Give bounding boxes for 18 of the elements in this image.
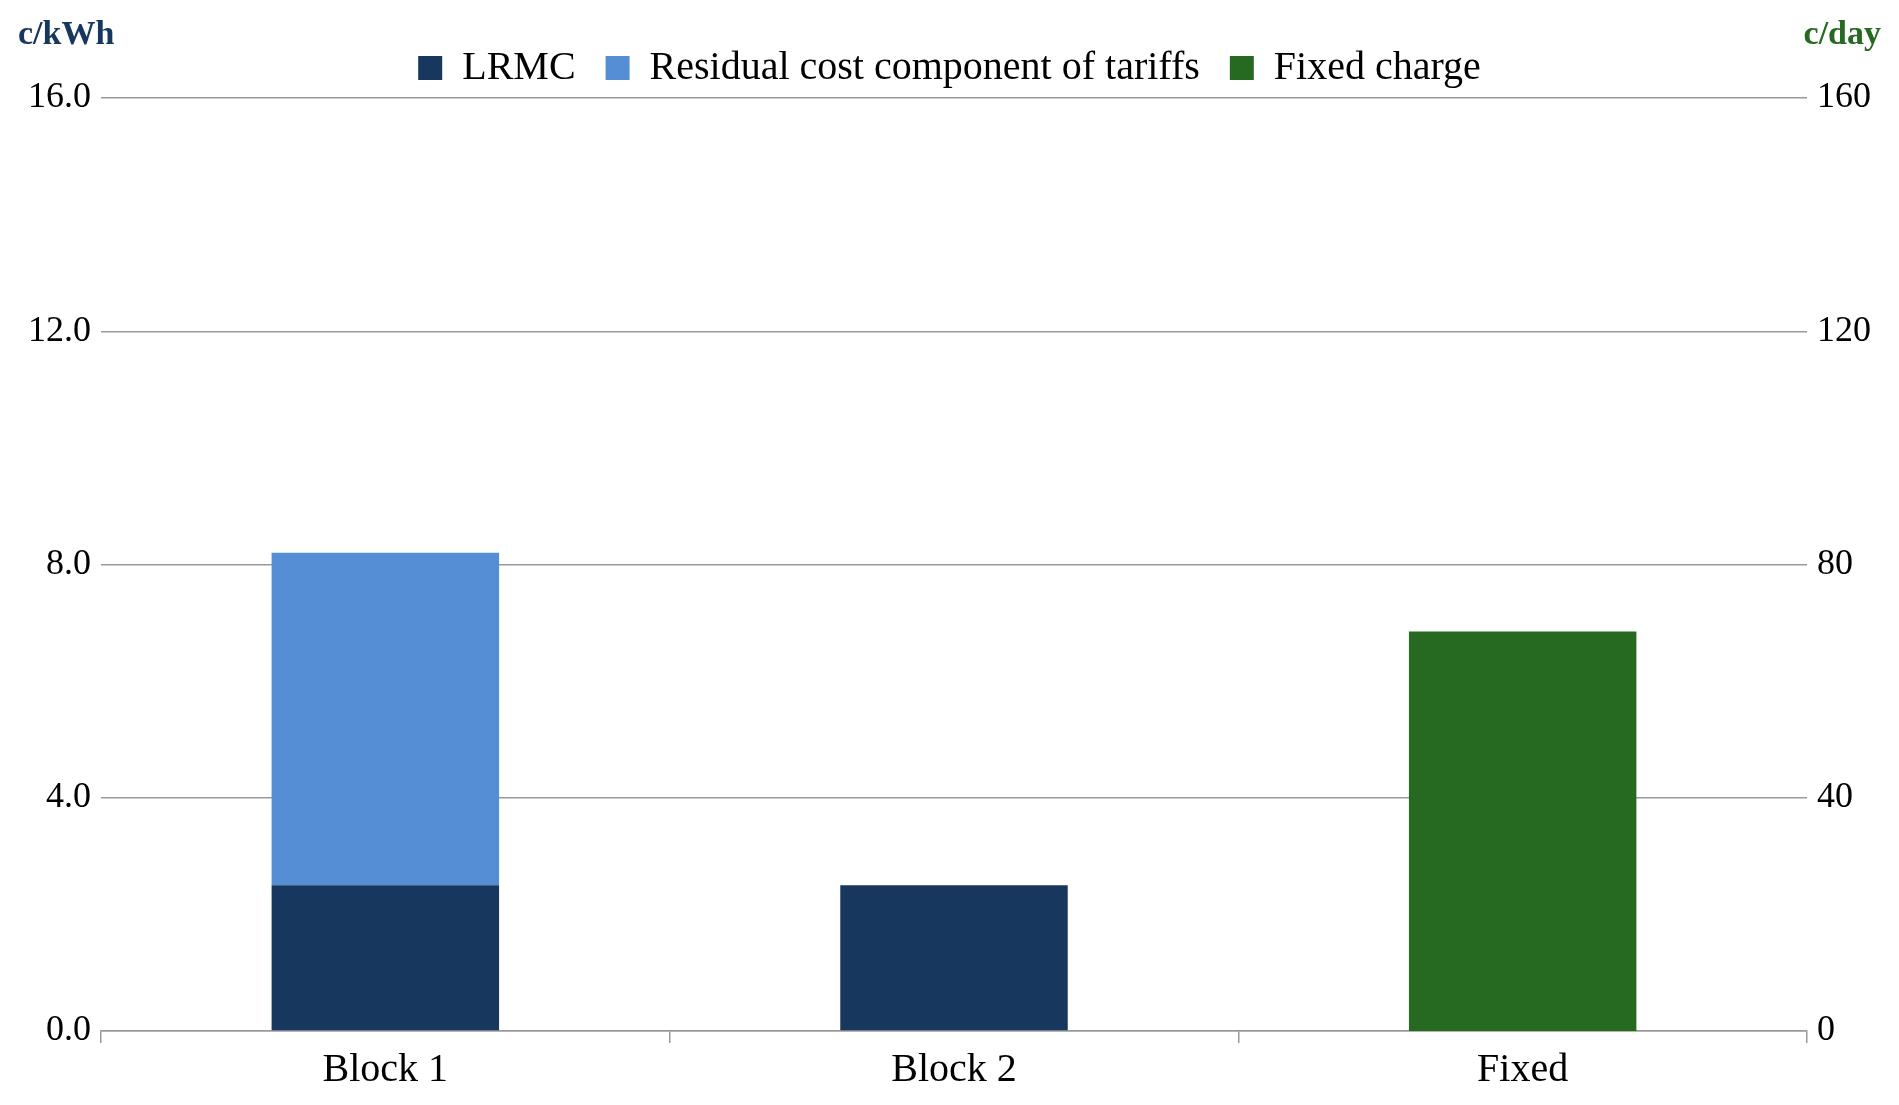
y2-tick-label: 40 [1817, 775, 1853, 816]
y-tick-label: 16.0 [28, 75, 91, 116]
legend-label: Residual cost component of tariffs [649, 42, 1200, 88]
y-tick-label: 12.0 [28, 308, 91, 349]
x-tick-label: Block 2 [891, 1044, 1017, 1090]
y-tick-label: 0.0 [46, 1008, 91, 1049]
y2-tick-label: 120 [1817, 308, 1871, 349]
y2-tick-label: 0 [1817, 1008, 1835, 1049]
y2-axis-title: c/day [1803, 14, 1881, 52]
x-tick-label: Block 1 [322, 1044, 449, 1090]
y-axis-title: c/kWh [18, 14, 115, 52]
legend-label: LRMC [462, 42, 576, 88]
y2-tick-label: 80 [1817, 541, 1853, 582]
y2-tick-label: 160 [1817, 75, 1871, 116]
x-tick-label: Fixed [1477, 1044, 1569, 1090]
y-tick-label: 4.0 [46, 775, 91, 816]
legend-label: Fixed charge [1273, 42, 1481, 88]
y-tick-label: 8.0 [46, 541, 91, 582]
